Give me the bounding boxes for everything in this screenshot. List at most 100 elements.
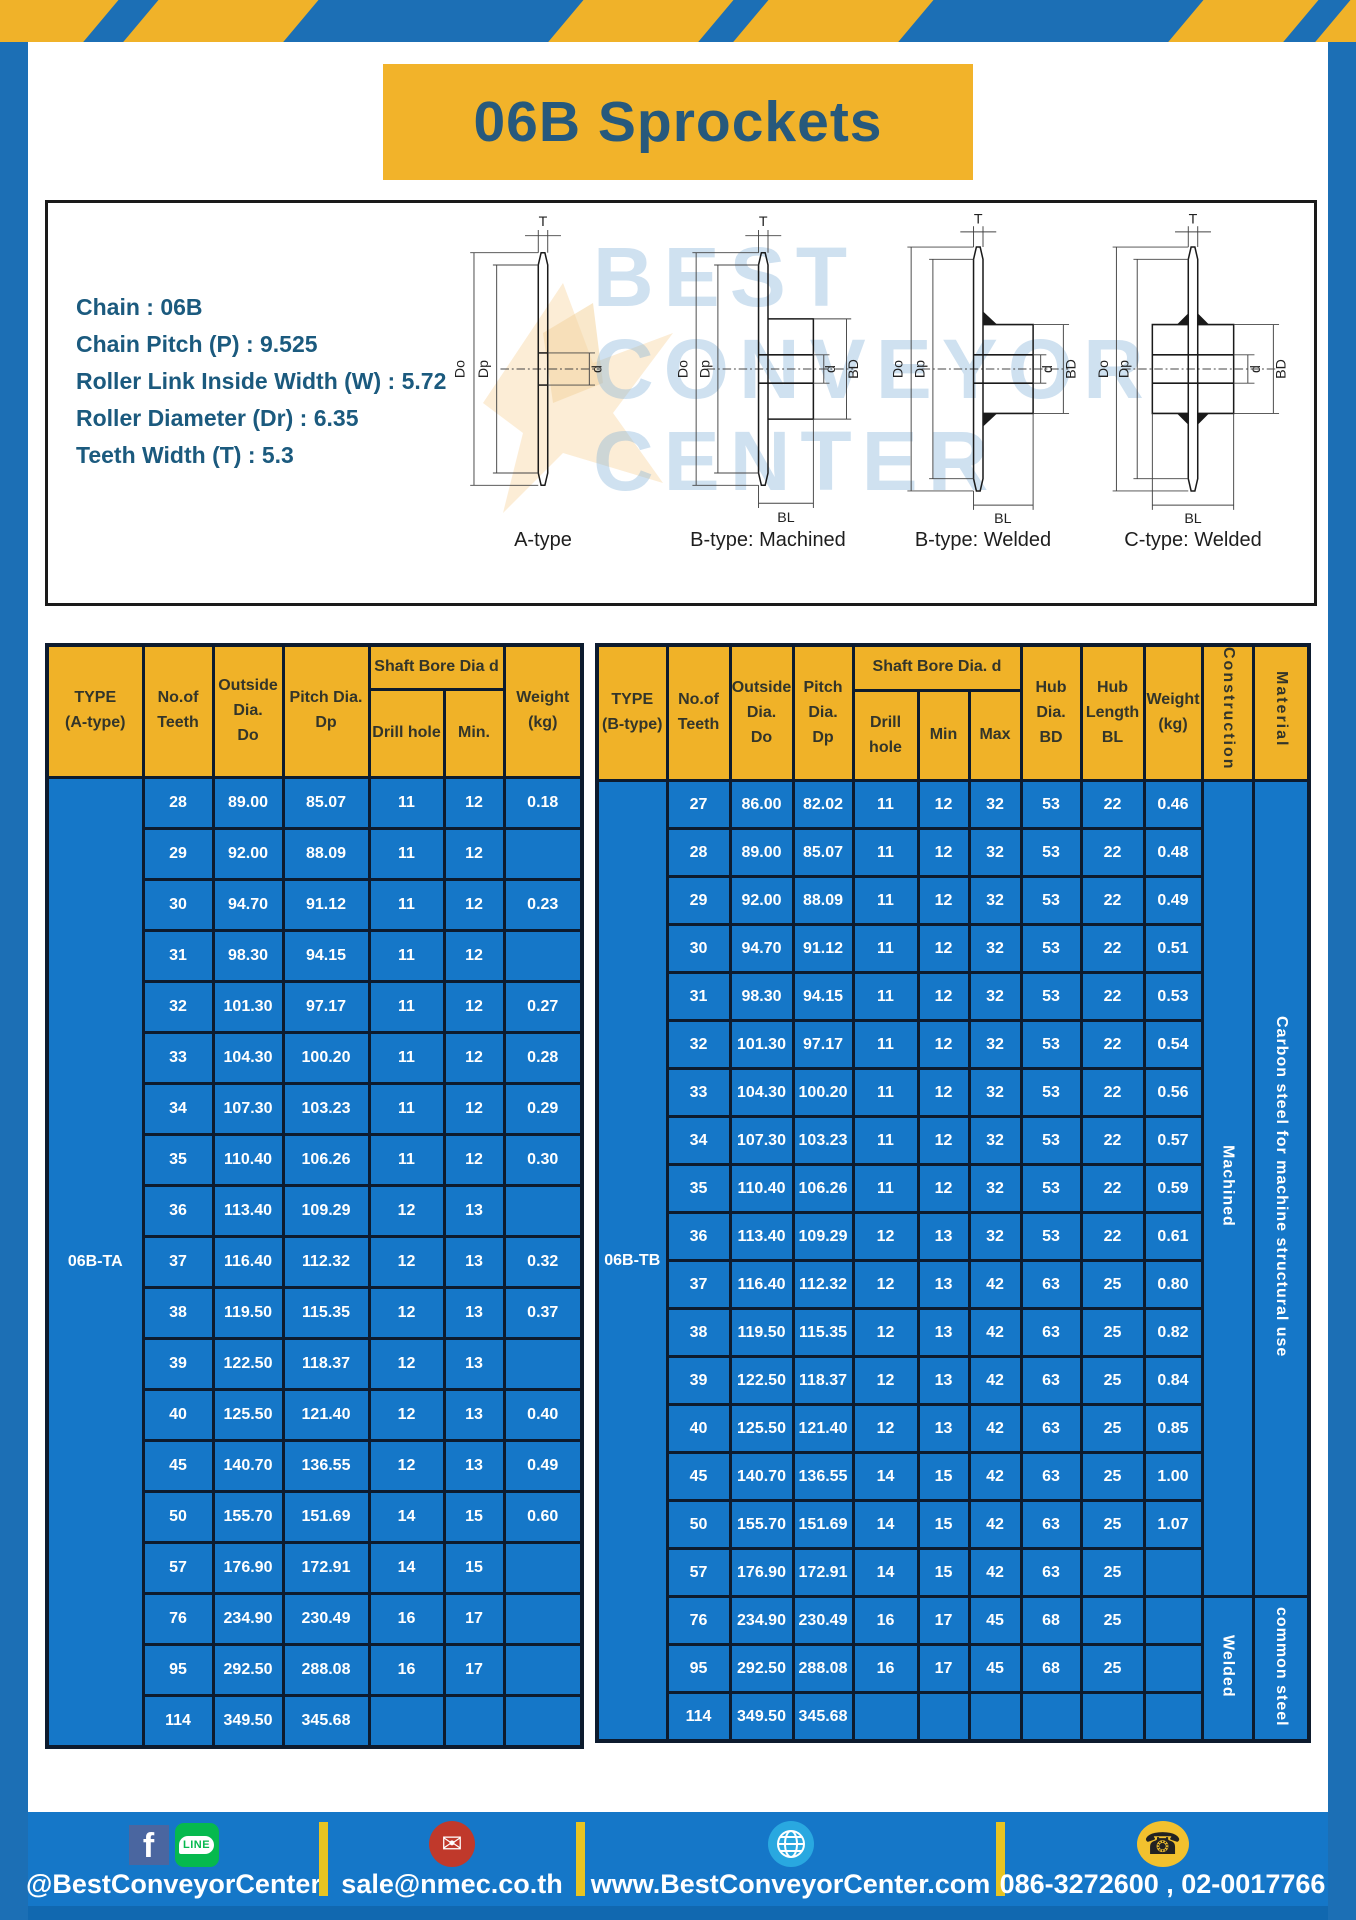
table-cell: 33 [141, 1030, 215, 1085]
line-icon[interactable]: LINE [174, 1823, 219, 1867]
table-cell: 230.49 [281, 1591, 371, 1646]
table-cell: 95 [141, 1642, 215, 1697]
table-cell: 32 [967, 971, 1023, 1023]
table-cell: 91.12 [281, 877, 371, 932]
table-cell: 53 [1019, 971, 1083, 1023]
table-cell: 12 [367, 1285, 446, 1340]
table-cell: 12 [367, 1183, 446, 1238]
table-cell: 30 [665, 923, 732, 975]
table-cell [502, 1336, 584, 1391]
hazard-stripe [1159, 0, 1326, 42]
table-cell: 12 [916, 971, 971, 1023]
spec-diagram-panel: BEST CONVEYOR CENTER Chain : 06B Chain P… [45, 200, 1317, 606]
table-cell: 13 [916, 1211, 971, 1263]
table-cell: 14 [851, 1451, 920, 1503]
table-cell: 89.00 [728, 827, 795, 879]
table-cell: 12 [851, 1355, 920, 1407]
dim-label-bd: BD [846, 359, 862, 379]
table-cell: 119.50 [728, 1307, 795, 1359]
hazard-stripe [1306, 0, 1356, 42]
table-row: 57 176.90 172.91 14 15 42 63 25 [597, 1547, 1309, 1599]
dim-label-do: Do [1096, 360, 1112, 378]
table-cell: 32 [967, 1115, 1023, 1167]
globe-icon[interactable] [767, 1821, 814, 1867]
table-cell: 25 [1079, 1307, 1146, 1359]
table-cell: 0.82 [1142, 1307, 1204, 1359]
table-cell: 76 [665, 1595, 732, 1647]
table-cell: 13 [442, 1234, 506, 1289]
table-cell: 288.08 [791, 1643, 855, 1695]
table-cell: 11 [367, 826, 446, 881]
table-row: 06B-TB 27 86.00 82.02 11 12 32 53 22 0.46 Machined… [595, 779, 1311, 1743]
footer-phone-section: ☎ 086-3272600 , 02-0017766 [1000, 1812, 1325, 1906]
table-cell: 0.23 [502, 877, 584, 932]
table-cell: 176.90 [211, 1540, 285, 1595]
table-cell: 53 [1019, 1115, 1083, 1167]
table-cell: 118.37 [281, 1336, 371, 1391]
table-cell: 32 [967, 1019, 1023, 1071]
table-cell: 0.18 [502, 775, 584, 830]
table-cell: 32 [967, 1067, 1023, 1119]
table-cell: 15 [442, 1540, 506, 1595]
table-cell: 12 [851, 1403, 920, 1455]
table-cell: 0.28 [502, 1030, 584, 1085]
table-cell: 22 [1079, 1115, 1146, 1167]
table-row: 33 104.30 100.20 11 12 32 53 22 0.56 [597, 1067, 1309, 1119]
table-cell: 32 [967, 875, 1023, 927]
table-cell: 12 [916, 1067, 971, 1119]
table-cell [502, 928, 584, 983]
table-row: 76 234.90 230.49 16 17 [47, 1591, 584, 1646]
dim-label-dp: Dp [697, 360, 713, 378]
footer-divider [319, 1822, 328, 1896]
table-cell: 13 [442, 1183, 506, 1238]
table-cell: 12 [851, 1211, 920, 1263]
table-cell: 25 [1079, 1499, 1146, 1551]
table-cell: 95 [665, 1643, 732, 1695]
table-cell: 37 [665, 1259, 732, 1311]
table-row: 32 101.30 97.17 11 12 0.27 [47, 979, 584, 1034]
table-row: 34 107.30 103.23 11 12 0.29 [47, 1081, 584, 1136]
footer-social-icons: f LINE [128, 1823, 219, 1867]
facebook-icon[interactable]: f [128, 1825, 169, 1865]
dim-label-do: Do [453, 360, 469, 378]
email-text[interactable]: sale@nmec.co.th [341, 1869, 563, 1899]
diagram-label-a-type: A-type [514, 529, 572, 551]
col-header-weight: Weight (kg) [1142, 643, 1204, 783]
table-cell: 17 [916, 1595, 971, 1647]
table-cell: 42 [967, 1259, 1023, 1311]
table-cell: 94.15 [791, 971, 855, 1023]
table-cell: 136.55 [281, 1438, 371, 1493]
table-cell: 11 [851, 1163, 920, 1215]
table-cell: 53 [1019, 1211, 1083, 1263]
col-header-hub-dia: Hub Dia. BD [1019, 643, 1083, 783]
table-cell: 11 [367, 1081, 446, 1136]
phone-icon[interactable]: ☎ [1136, 1821, 1189, 1867]
table-cell: 40 [665, 1403, 732, 1455]
table-row: 39 122.50 118.37 12 13 [47, 1336, 584, 1391]
table-cell: 12 [367, 1438, 446, 1493]
table-cell [1142, 1691, 1204, 1743]
website-text[interactable]: www.BestConveyorCenter.com [590, 1869, 991, 1899]
table-cell [502, 1591, 584, 1646]
table-cell: 234.90 [728, 1595, 795, 1647]
table-cell: 25 [1079, 1595, 1146, 1647]
table-cell [916, 1691, 971, 1743]
table-cell: 106.26 [791, 1163, 855, 1215]
table-cell: 36 [665, 1211, 732, 1263]
table-cell: 116.40 [211, 1234, 285, 1289]
phone-numbers-text[interactable]: 086-3272600 , 02-0017766 [999, 1869, 1326, 1899]
table-cell: 45 [141, 1438, 215, 1493]
sprocket-drawing-b-machined: Do Dp d BD T [676, 214, 862, 525]
table-b-type: TYPE (B-type) No.of Teeth Outside Dia. D… [595, 643, 1311, 1744]
table-cell: 12 [442, 1132, 506, 1187]
social-handle-text[interactable]: @BestConveyorCenter [26, 1869, 321, 1899]
table-cell: 0.61 [1142, 1211, 1204, 1263]
table-row: 30 94.70 91.12 11 12 0.23 [47, 877, 584, 932]
hazard-stripe [0, 0, 126, 42]
dim-label-bd: BD [1064, 359, 1080, 379]
table-cell [967, 1691, 1023, 1743]
table-cell: 176.90 [728, 1547, 795, 1599]
mail-icon[interactable]: ✉ [429, 1821, 475, 1867]
table-cell: 38 [141, 1285, 215, 1340]
content-sheet: 06B Sprockets BEST CONVEYOR CENTER Chain… [26, 42, 1328, 1920]
